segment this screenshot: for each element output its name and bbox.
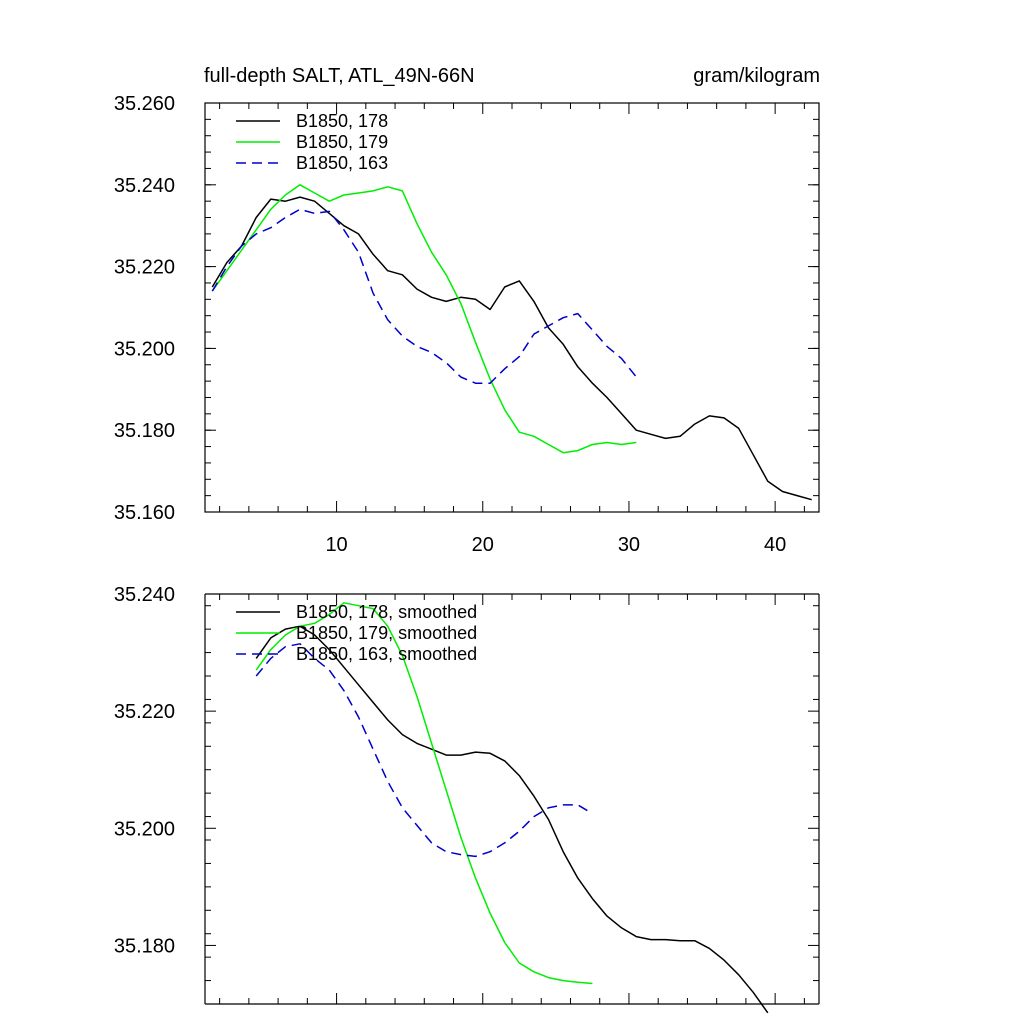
- y-tick-label: 35.220: [114, 701, 175, 723]
- x-tick-label: 30: [618, 534, 640, 556]
- series-line-top-1: [211, 184, 637, 454]
- y-tick-label: 35.180: [114, 935, 175, 957]
- legend-label-178-smoothed: B1850, 178, smoothed: [296, 602, 477, 622]
- bottom-legend: B1850, 178, smoothed B1850, 179, smoothe…: [236, 602, 477, 664]
- legend-label-178: B1850, 178: [296, 111, 388, 131]
- top-legend: B1850, 178 B1850, 179 B1850, 163: [236, 111, 388, 173]
- y-tick-label: 35.240: [114, 175, 175, 197]
- series-line-top-2: [211, 208, 637, 384]
- bottom-series-group: [255, 602, 769, 1014]
- series-line-bottom-0: [255, 625, 769, 1014]
- y-tick-label: 35.260: [114, 93, 175, 115]
- y-tick-label: 35.200: [114, 818, 175, 840]
- y-tick-label: 35.200: [114, 338, 175, 360]
- legend-label-179-smoothed: B1850, 179, smoothed: [296, 623, 477, 643]
- legend-label-163-smoothed: B1850, 163, smoothed: [296, 644, 477, 664]
- series-line-bottom-2: [255, 643, 593, 858]
- series-line-bottom-1: [255, 602, 593, 985]
- legend-label-163: B1850, 163: [296, 153, 388, 173]
- series-line-top-0: [211, 196, 812, 501]
- x-tick-label: 20: [472, 534, 494, 556]
- y-tick-label: 35.160: [114, 502, 175, 524]
- x-tick-label: 40: [764, 534, 786, 556]
- y-tick-label: 35.180: [114, 420, 175, 442]
- x-tick-label: 10: [325, 534, 347, 556]
- y-tick-label: 35.220: [114, 257, 175, 279]
- top-series-group: [211, 184, 812, 501]
- legend-label-179: B1850, 179: [296, 132, 388, 152]
- chart-title-right: gram/kilogram: [693, 65, 820, 87]
- chart-title-left: full-depth SALT, ATL_49N-66N: [204, 65, 475, 87]
- top-axis-ticks: 10 20 30 40 35.160 35.180 35.200 35.220 35.240 35…: [114, 93, 819, 556]
- y-tick-label: 35.240: [114, 584, 175, 606]
- bottom-axis-ticks: 35.180 35.200 35.220 35.240: [114, 584, 819, 1005]
